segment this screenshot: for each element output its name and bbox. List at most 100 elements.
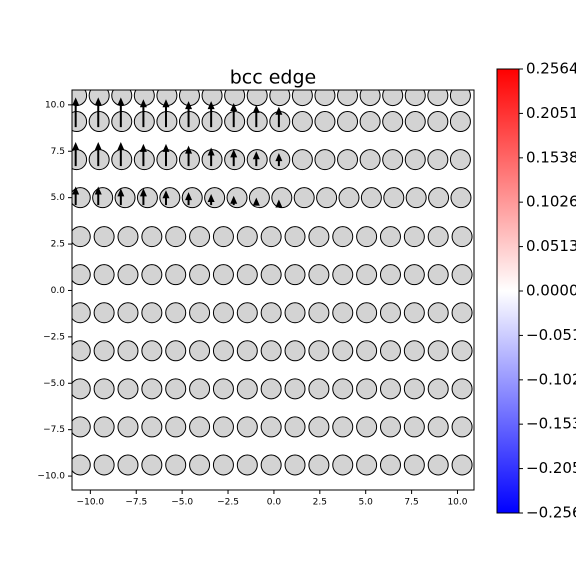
colorbar [496,68,520,514]
atom [189,340,211,362]
atom [308,264,330,286]
atom [117,340,139,362]
displacement-arrow [185,101,193,128]
atom [405,187,427,209]
arrow-head [94,97,102,106]
atom [117,302,139,324]
atom [356,454,378,476]
atom [248,187,270,209]
displacement-arrow [162,190,170,206]
atom [382,90,404,107]
atom [236,340,258,362]
atom [332,454,354,476]
y-tick-label: 2.5 [51,240,65,250]
atom [246,90,268,107]
atom [212,302,234,324]
atom [92,187,114,209]
atom [260,302,282,324]
atom [308,302,330,324]
arrow-head [72,141,80,150]
atom [224,90,246,107]
atom [356,264,378,286]
atom [72,416,91,438]
displacement-arrow [207,147,215,167]
x-tick-label: −2.5 [217,498,239,508]
arrow-head [72,186,80,195]
displacement-arrow [252,151,260,167]
atom [141,416,163,438]
arrow-head [230,149,238,158]
atom [332,264,354,286]
y-tick-label: 7.5 [51,147,65,157]
atom [403,302,425,324]
atom [236,378,258,400]
atom [404,90,426,107]
colorbar-tick-label: −0.1026 [526,370,576,388]
atom [260,340,282,362]
atom [114,187,136,209]
atom [451,264,473,286]
atom [165,416,187,438]
atom [291,149,313,171]
displacement-arrow [275,153,283,167]
atom [236,416,258,438]
arrow-head [94,141,102,150]
y-tick-label: −10.0 [37,472,65,482]
arrow-head [252,104,260,113]
atom [226,187,248,209]
colorbar-tick-label: 0.2564 [526,60,576,78]
atom [332,416,354,438]
atom [72,226,91,248]
displacement-arrow [72,141,80,167]
displacement-arrow [207,101,215,128]
displacement-arrow [117,188,125,206]
atom [356,340,378,362]
atom [189,416,211,438]
atom [201,90,223,107]
atom [428,187,450,209]
displacement-arrow [185,192,193,206]
plot-area [72,90,473,476]
atom [93,226,115,248]
atom [72,187,91,209]
atom [181,187,203,209]
atom [93,302,115,324]
displacement-arrow [207,193,215,206]
atom [117,264,139,286]
arrow-head [162,190,170,199]
atom [332,378,354,400]
atom [316,187,338,209]
atom [212,416,234,438]
atom [72,454,91,476]
arrow-head [117,97,125,106]
atom [359,149,381,171]
atom [337,111,359,133]
arrow-head [162,143,170,152]
atom [236,226,258,248]
arrow-head [117,141,125,150]
atom [403,340,425,362]
atom [308,340,330,362]
y-tick-label: −5.0 [43,379,65,389]
atom [117,416,139,438]
y-tick-label: 10.0 [45,100,65,110]
y-tick-label: −2.5 [43,332,65,342]
atom [308,416,330,438]
atom [382,111,404,133]
atom [141,340,163,362]
atom [93,378,115,400]
x-tick-label: 0.0 [267,498,282,508]
atom [427,416,449,438]
atom [93,454,115,476]
atom [427,111,449,133]
colorbar-tick-label: 0.1538 [526,148,576,166]
atom [332,340,354,362]
atom [449,149,471,171]
atom [165,454,187,476]
atom [337,90,359,107]
x-tick-label: 7.5 [404,498,418,508]
displacement-arrow [139,143,147,167]
atom [236,454,258,476]
atom [212,378,234,400]
